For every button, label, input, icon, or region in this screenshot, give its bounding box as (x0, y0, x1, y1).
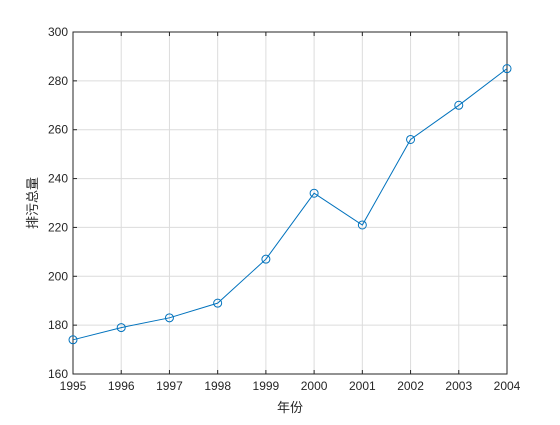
axes-box (72, 31, 508, 375)
x-axis-title: 年份 (277, 401, 303, 416)
x-tick-label: 1997 (156, 379, 183, 393)
grid-layer (72, 31, 508, 375)
x-tick-label: 2003 (445, 379, 472, 393)
data-point-marker (357, 220, 367, 230)
x-tick-label: 1999 (253, 379, 280, 393)
data-point-marker (309, 188, 319, 198)
data-point-marker (261, 254, 271, 264)
y-tick-label: 220 (48, 220, 68, 234)
data-point-marker (454, 100, 464, 110)
y-tick-label: 280 (48, 74, 68, 88)
y-tick-label: 260 (48, 123, 68, 137)
y-tick-label: 240 (48, 172, 68, 186)
series-layer (68, 64, 512, 345)
x-tick-label: 1998 (204, 379, 231, 393)
y-axis-title: 排污总量 (26, 177, 41, 229)
x-tick-label: 2004 (494, 379, 521, 393)
y-tick-label: 160 (48, 367, 68, 381)
data-point-marker (406, 134, 416, 144)
y-tick-label: 200 (48, 269, 68, 283)
y-tick-label: 300 (48, 25, 68, 39)
x-tick-label: 2000 (301, 379, 328, 393)
x-tick-label: 1996 (108, 379, 135, 393)
data-point-marker (68, 335, 78, 345)
y-tick-label: 180 (48, 318, 68, 332)
x-tick-labels: 1995 1996 1997 1998 1999 2000 2001 2002 2003 2004 (60, 379, 521, 393)
x-tick-label: 2002 (397, 379, 424, 393)
axes-layer (72, 31, 508, 375)
y-tick-labels: 160 180 200 220 240 260 280 300 (48, 25, 68, 381)
data-point-marker (164, 313, 174, 323)
x-tick-label: 1995 (60, 379, 87, 393)
data-point-marker (116, 323, 126, 333)
data-point-marker (213, 298, 223, 308)
series-line (72, 68, 508, 341)
x-tick-label: 2001 (349, 379, 376, 393)
data-point-marker (502, 64, 512, 74)
